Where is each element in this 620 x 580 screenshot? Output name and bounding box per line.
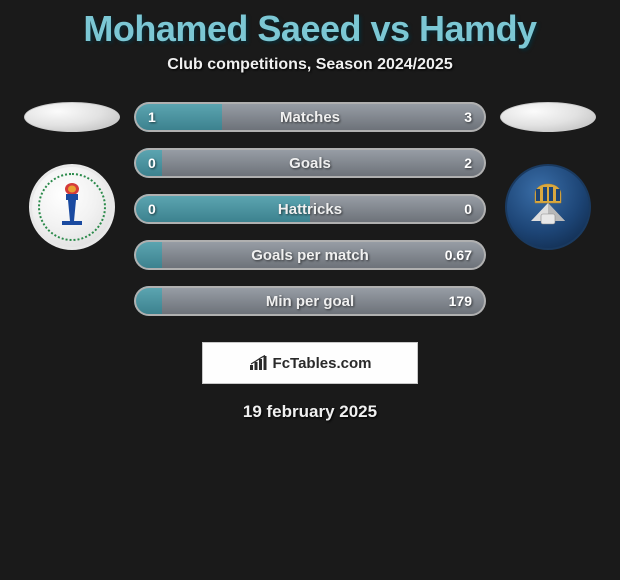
subtitle: Club competitions, Season 2024/2025 bbox=[0, 56, 620, 74]
stat-content: 0 Goals 2 bbox=[134, 148, 486, 178]
stat-value-right: 2 bbox=[432, 155, 472, 171]
stat-content: Goals per match 0.67 bbox=[134, 240, 486, 270]
stat-value-right: 179 bbox=[432, 293, 472, 309]
stat-row: 0 Hattricks 0 bbox=[134, 194, 486, 224]
bar-chart-icon bbox=[249, 355, 269, 371]
source-label: FcTables.com bbox=[273, 355, 372, 372]
stats-bars: 1 Matches 3 0 Goals 2 0 Hattricks 0 Goals per mat… bbox=[134, 102, 486, 316]
stat-label: Min per goal bbox=[266, 293, 354, 310]
pyramids-icon bbox=[519, 181, 577, 234]
stat-content: Min per goal 179 bbox=[134, 286, 486, 316]
main-row: 1 Matches 3 0 Goals 2 0 Hattricks 0 Goals per mat… bbox=[0, 102, 620, 316]
page-title: Mohamed Saeed vs Hamdy bbox=[0, 8, 620, 50]
right-player-column bbox=[498, 102, 598, 250]
stat-label: Goals per match bbox=[251, 247, 369, 264]
player-photo-placeholder-right bbox=[500, 102, 596, 132]
club-badge-smouha bbox=[29, 164, 115, 250]
stat-content: 1 Matches 3 bbox=[134, 102, 486, 132]
stat-value-left: 0 bbox=[148, 201, 188, 217]
left-player-column bbox=[22, 102, 122, 250]
stat-value-left: 1 bbox=[148, 109, 188, 125]
source-attribution: FcTables.com bbox=[202, 342, 418, 384]
club-badge-pyramids bbox=[505, 164, 591, 250]
stat-label: Matches bbox=[280, 109, 340, 126]
stat-value-left: 0 bbox=[148, 155, 188, 171]
stat-row: Goals per match 0.67 bbox=[134, 240, 486, 270]
stat-row: 1 Matches 3 bbox=[134, 102, 486, 132]
player-photo-placeholder-left bbox=[24, 102, 120, 132]
stat-row: 0 Goals 2 bbox=[134, 148, 486, 178]
torch-icon bbox=[54, 181, 90, 234]
stat-value-right: 0.67 bbox=[432, 247, 472, 263]
comparison-card: Mohamed Saeed vs Hamdy Club competitions… bbox=[0, 0, 620, 422]
stat-row: Min per goal 179 bbox=[134, 286, 486, 316]
stat-label: Goals bbox=[289, 155, 331, 172]
stat-content: 0 Hattricks 0 bbox=[134, 194, 486, 224]
date-line: 19 february 2025 bbox=[0, 402, 620, 422]
stat-value-right: 0 bbox=[432, 201, 472, 217]
stat-label: Hattricks bbox=[278, 201, 342, 218]
stat-value-right: 3 bbox=[432, 109, 472, 125]
